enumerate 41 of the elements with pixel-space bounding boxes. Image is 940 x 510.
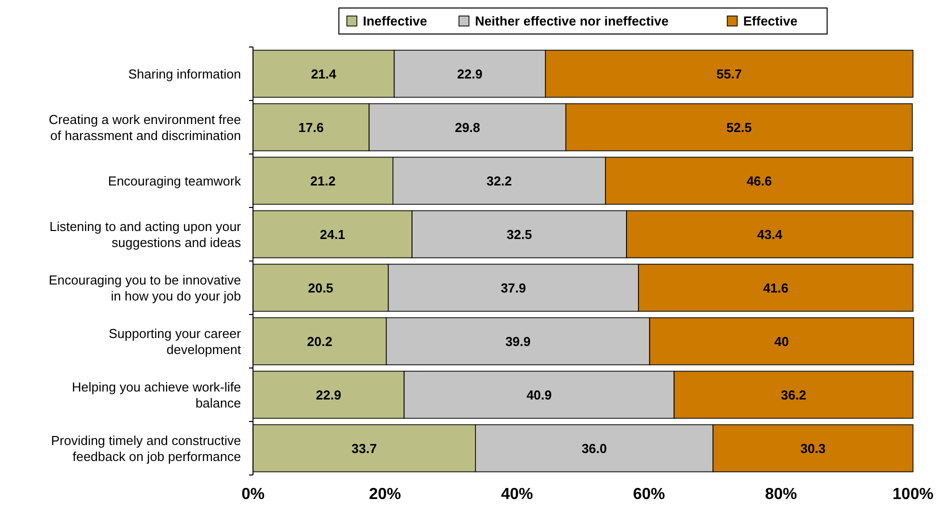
data-label: 22.9 <box>457 66 482 82</box>
y-tick-label: Supporting your career development <box>108 326 242 357</box>
x-tick-label: 60% <box>632 486 666 503</box>
data-label: 41.6 <box>763 280 788 296</box>
y-tick-label: Encouraging you to be innovative in how you do your job <box>48 272 241 304</box>
data-label: 39.9 <box>505 334 531 349</box>
data-label: 40 <box>774 334 789 349</box>
legend-label: Neither effective nor ineffective <box>474 14 669 29</box>
legend-label: Ineffective <box>362 14 428 29</box>
data-label: 30.3 <box>800 440 826 456</box>
data-label: 17.6 <box>298 120 324 135</box>
data-label: 20.5 <box>308 280 334 296</box>
data-label: 20.2 <box>307 334 332 349</box>
y-tick-label: Listening to and acting upon your suggestions and ideas <box>49 218 242 250</box>
data-label: 46.6 <box>746 173 772 188</box>
data-label: 21.4 <box>310 66 338 82</box>
data-label: 55.7 <box>716 66 742 82</box>
data-label: 43.4 <box>757 226 784 242</box>
x-tick-label: 20% <box>368 486 402 503</box>
data-label: 40.9 <box>526 387 552 402</box>
legend-label: Effective <box>743 14 798 29</box>
data-label: 36.0 <box>582 440 607 456</box>
data-label: 22.9 <box>316 387 342 402</box>
y-tick-label: Sharing information <box>128 66 241 82</box>
y-tick-label: Providing timely and constructive feedback on job performance <box>50 432 241 464</box>
data-label: 37.9 <box>500 280 526 296</box>
data-label: 21.2 <box>310 173 336 188</box>
data-label: 33.7 <box>352 440 377 456</box>
data-label: 24.1 <box>320 226 346 242</box>
data-label: 36.2 <box>780 387 806 402</box>
x-tick-label: 0% <box>241 486 265 503</box>
x-tick-label: 100% <box>892 486 934 503</box>
x-tick-label: 80% <box>764 486 798 503</box>
x-tick-label: 40% <box>500 486 534 503</box>
y-tick-label: Creating a work environment free of harassment and discrimination <box>48 112 241 143</box>
data-label: 52.5 <box>726 120 752 135</box>
y-tick-label: Encouraging teamwork <box>108 173 242 188</box>
data-label: 32.5 <box>506 226 532 242</box>
data-label: 29.8 <box>454 120 480 135</box>
y-tick-label: Helping you achieve work-life balance <box>72 379 241 410</box>
data-label: 32.2 <box>486 173 512 188</box>
